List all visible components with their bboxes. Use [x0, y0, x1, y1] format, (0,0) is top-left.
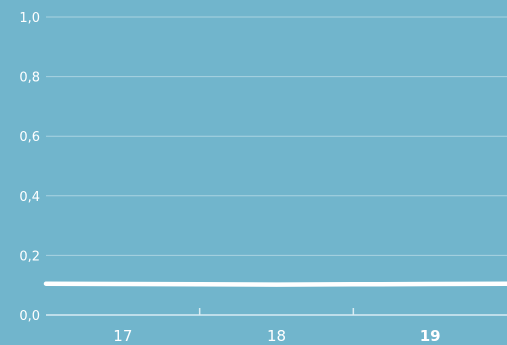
- y-tick-label: 1,0: [19, 11, 40, 26]
- gridlines: [46, 16, 507, 316]
- x-tick-label: 17: [113, 327, 132, 345]
- y-tick-label: 0,2: [19, 249, 40, 264]
- y-tick-label: 0,0: [19, 309, 40, 324]
- series-line: [43, 281, 507, 287]
- y-tick-label: 0,4: [19, 190, 40, 205]
- y-tick-label: 0,8: [19, 71, 40, 86]
- x-tick-label: 18: [267, 327, 286, 345]
- x-tick-label: 19: [420, 327, 441, 345]
- y-axis-ticks: 0,0 0,2 0,4 0,6 0,8 1,0: [19, 11, 40, 324]
- y-tick-label: 0,6: [19, 130, 40, 145]
- series-group: [43, 281, 507, 287]
- x-axis: 17 18 19: [113, 308, 441, 345]
